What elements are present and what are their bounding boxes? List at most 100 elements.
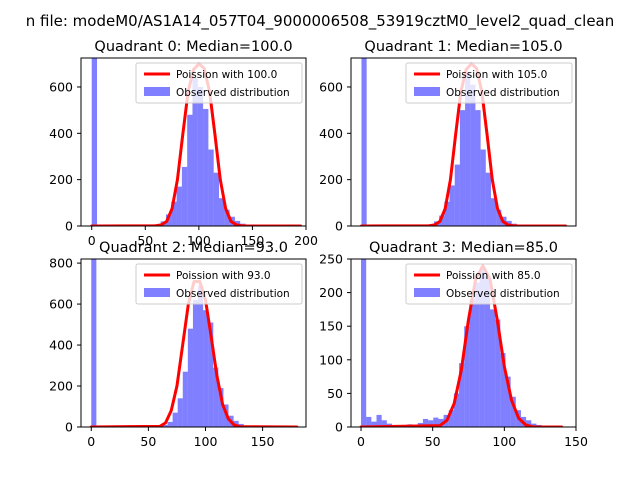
histogram-bar bbox=[182, 371, 188, 427]
legend-curve-label: Poission with 100.0 bbox=[176, 69, 277, 81]
histogram-bar bbox=[361, 259, 367, 427]
histogram-bar bbox=[177, 398, 183, 427]
legend-curve-label: Poission with 85.0 bbox=[446, 270, 541, 282]
histogram-bar bbox=[495, 319, 501, 427]
y-tick-label: 0 bbox=[65, 420, 73, 435]
histogram-bar bbox=[213, 367, 219, 427]
legend-hist-label: Observed distribution bbox=[446, 288, 560, 300]
legend-box bbox=[405, 62, 573, 104]
histogram-bar bbox=[361, 58, 367, 226]
histogram-bar bbox=[366, 416, 372, 427]
legend-hist-swatch bbox=[144, 288, 170, 297]
histogram-bar bbox=[197, 86, 204, 226]
histogram-bar bbox=[192, 299, 199, 427]
histogram-bar bbox=[213, 172, 219, 226]
axes-frame bbox=[350, 258, 577, 428]
legend-box bbox=[135, 263, 303, 305]
quadrant-0-plot-area bbox=[90, 58, 303, 226]
y-tick-label: 100 bbox=[319, 352, 343, 367]
histogram-bar bbox=[224, 209, 230, 226]
histogram-bar bbox=[454, 164, 460, 226]
quadrant-2-plot-area bbox=[89, 259, 299, 427]
y-tick-label: 400 bbox=[319, 126, 343, 141]
y-tick-label: 0 bbox=[335, 420, 343, 435]
y-tick-label: 200 bbox=[49, 379, 73, 394]
histogram-bar bbox=[470, 84, 476, 226]
x-tick-label: 50 bbox=[140, 434, 156, 449]
histogram-bar bbox=[506, 220, 512, 226]
histogram-bar bbox=[500, 353, 506, 427]
histogram-bar bbox=[433, 417, 439, 427]
legend-hist-swatch bbox=[414, 87, 440, 96]
histogram-bar bbox=[187, 328, 193, 427]
histogram-bar bbox=[233, 420, 239, 427]
y-tick-label: 200 bbox=[319, 285, 343, 300]
legend-hist-label: Observed distribution bbox=[176, 288, 290, 300]
quadrant-title: Quadrant 0: Median=100.0 bbox=[94, 39, 292, 55]
legend: Poission with 105.0 Observed distribution bbox=[405, 62, 573, 104]
legend-hist-label: Observed distribution bbox=[446, 87, 560, 99]
quadrant-0-axes: 0 200 400 600 0 50 100 150 200 Poission with 100.… bbox=[49, 39, 318, 248]
histogram-bar bbox=[422, 418, 429, 427]
histogram-bar bbox=[479, 269, 485, 427]
y-tick-label: 600 bbox=[49, 297, 73, 312]
x-tick-label: 0 bbox=[88, 233, 96, 248]
histogram-bar bbox=[469, 299, 475, 427]
histogram-bar bbox=[162, 424, 168, 427]
histogram-bar bbox=[172, 412, 178, 427]
histogram-bar bbox=[448, 410, 454, 427]
histogram-bar bbox=[208, 322, 214, 427]
histogram-bar bbox=[428, 420, 434, 427]
quadrant-3-axes: 0 50 100 150 200 250 0 50 100 150 Poission with 85… bbox=[319, 240, 588, 449]
histogram-bar bbox=[465, 73, 471, 226]
x-tick-label: 150 bbox=[240, 233, 264, 248]
y-tick-label: 600 bbox=[319, 79, 343, 94]
histogram-bar bbox=[218, 388, 224, 427]
y-tick-label: 50 bbox=[327, 386, 343, 401]
quadrant-title: Quadrant 2: Median=93.0 bbox=[99, 240, 288, 256]
histogram-bar bbox=[484, 275, 491, 427]
quadrant-1-axes: 0 200 400 600 Poission with 105.0 Observed di… bbox=[319, 39, 577, 234]
legend: Poission with 85.0 Observed distribution bbox=[405, 263, 573, 305]
histogram-bar bbox=[219, 198, 225, 226]
y-tick-label: 0 bbox=[335, 219, 343, 234]
histogram-bar bbox=[444, 201, 450, 226]
histogram-bar bbox=[181, 166, 188, 226]
histogram-bar bbox=[449, 185, 455, 226]
x-tick-label: 50 bbox=[137, 233, 153, 248]
histogram-bar bbox=[198, 285, 204, 427]
y-tick-label: 400 bbox=[49, 338, 73, 353]
histogram-bar bbox=[510, 396, 516, 427]
y-tick-label: 200 bbox=[319, 172, 343, 187]
figure-suptitle: n file: modeM0/AS1A14_057T04_9000006508_… bbox=[26, 12, 615, 31]
histogram-bar bbox=[459, 363, 465, 427]
legend-curve-label: Poission with 105.0 bbox=[446, 69, 547, 81]
y-tick-label: 800 bbox=[49, 256, 73, 271]
histogram-bar bbox=[234, 220, 241, 226]
axes-frame bbox=[350, 57, 577, 227]
histogram-bar bbox=[531, 423, 537, 427]
histogram-bar bbox=[203, 310, 209, 427]
axes-frame bbox=[80, 258, 307, 428]
x-tick-label: 100 bbox=[194, 434, 218, 449]
x-tick-label: 150 bbox=[251, 434, 275, 449]
legend-hist-swatch bbox=[144, 87, 170, 96]
histogram-bar bbox=[453, 393, 460, 427]
y-tick-label: 150 bbox=[319, 319, 343, 334]
legend: Poission with 93.0 Observed distribution bbox=[135, 263, 303, 305]
legend-curve-label: Poission with 93.0 bbox=[176, 270, 271, 282]
histogram-bar bbox=[485, 172, 491, 226]
y-tick-label: 400 bbox=[49, 126, 73, 141]
legend-box bbox=[405, 263, 573, 305]
legend-hist-swatch bbox=[414, 288, 440, 297]
histogram-bar bbox=[91, 58, 98, 226]
histogram-bar bbox=[459, 110, 466, 226]
histogram-bar bbox=[505, 376, 511, 427]
histogram-bar bbox=[167, 421, 173, 427]
quadrant-title: Quadrant 1: Median=105.0 bbox=[364, 39, 562, 55]
histogram-bar bbox=[91, 259, 97, 427]
histogram-bar bbox=[475, 110, 481, 226]
x-tick-label: 0 bbox=[87, 434, 95, 449]
histogram-bar bbox=[381, 420, 387, 427]
